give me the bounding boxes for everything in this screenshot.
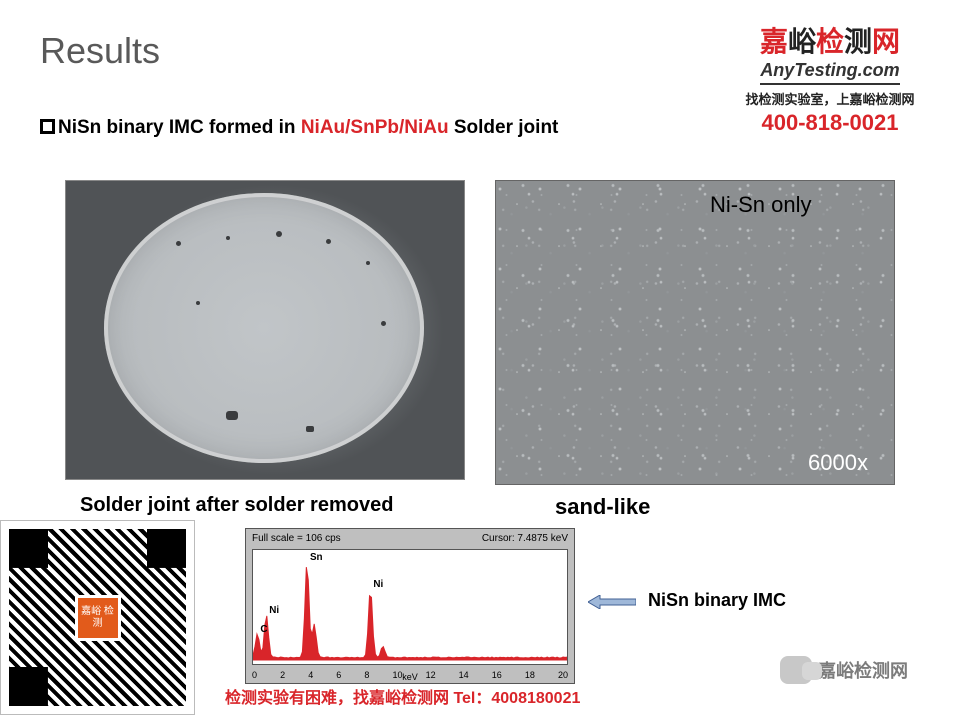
sem-right-annotation-magnification: 6000x (808, 450, 868, 476)
svg-text:Sn: Sn (310, 552, 323, 563)
bullet-icon (40, 119, 55, 134)
qr-center-label: 嘉峪 检测 (75, 595, 121, 641)
arrow-icon (588, 595, 636, 609)
logo-char-5: 网 (872, 26, 900, 57)
logo-subtext: AnyTesting.com (760, 60, 899, 85)
logo-char-1: 嘉 (760, 26, 788, 57)
eds-plot-area: CNiSnNi (252, 549, 568, 665)
svg-text:C: C (260, 624, 267, 635)
subtitle-prefix: NiSn binary IMC formed in (58, 117, 301, 138)
sem-image-left (65, 180, 465, 480)
eds-x-axis: 02468101214161820keV (252, 669, 568, 681)
logo-tagline: 找检测实验室，上嘉峪检测网 (720, 89, 940, 108)
eds-header-right: Cursor: 7.4875 keV (482, 533, 568, 544)
eds-header-left: Full scale = 106 cps (252, 533, 341, 544)
caption-right: sand-like (555, 494, 650, 520)
logo-phone: 400-818-0021 (720, 110, 940, 136)
caption-left: Solder joint after solder removed (80, 494, 393, 517)
subtitle-suffix: Solder joint (449, 117, 559, 138)
sem-image-right (495, 180, 895, 485)
sem-right-annotation-composition: Ni-Sn only (710, 192, 811, 218)
logo-char-2: 峪 (788, 26, 816, 57)
footer-text: 检测实验有困难，找嘉峪检测网 Tel：4008180021 (225, 684, 580, 708)
eds-callout-label: NiSn binary IMC (648, 590, 786, 611)
section-subtitle: NiSn binary IMC formed in NiAu/SnPb/NiAu… (40, 117, 558, 139)
subtitle-highlight: NiAu/SnPb/NiAu (301, 117, 449, 138)
logo-char-4: 测 (844, 26, 872, 57)
wechat-watermark: 嘉峪检测网 (780, 650, 960, 690)
logo-char-3: 检 (816, 26, 844, 57)
eds-spectrum: Full scale = 106 cps Cursor: 7.4875 keV … (245, 528, 575, 684)
svg-text:Ni: Ni (373, 579, 383, 590)
qr-code: 嘉峪 检测 (0, 520, 195, 715)
page-title: Results (40, 30, 160, 72)
wechat-text: 嘉峪检测网 (818, 657, 908, 683)
wechat-icon (780, 656, 812, 684)
brand-logo: 嘉峪检测网 AnyTesting.com 找检测实验室，上嘉峪检测网 400-8… (720, 20, 940, 136)
svg-text:Ni: Ni (269, 605, 279, 616)
